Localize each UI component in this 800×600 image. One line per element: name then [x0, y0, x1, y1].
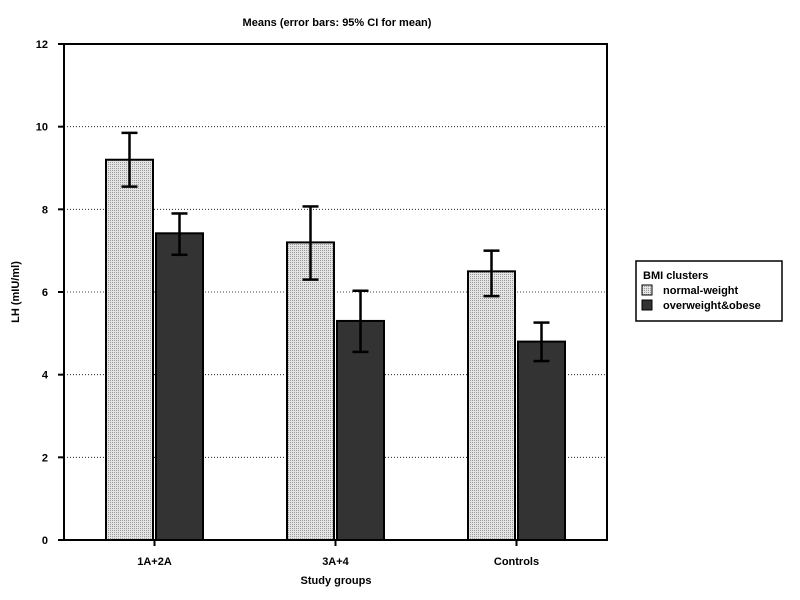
x-tick-label: 3A+4: [322, 556, 349, 568]
y-tick-label: 2: [42, 452, 48, 464]
bar-overweight-obese: [155, 232, 204, 541]
legend-title: BMI clusters: [643, 270, 708, 282]
x-tick-label: 1A+2A: [137, 556, 172, 568]
y-tick-label: 4: [42, 370, 49, 382]
legend-label-overweight-obese: overweight&obese: [663, 300, 761, 312]
chart-title: Means (error bars: 95% CI for mean): [243, 17, 432, 29]
legend: BMI clusters normal-weight overweight&ob…: [635, 260, 783, 322]
y-axis-title: LH (mIU/ml): [10, 261, 22, 323]
bar-overweight-obese: [517, 340, 566, 541]
legend-swatch-overweight-obese: [641, 299, 653, 311]
bars: [105, 158, 566, 541]
y-tick-label: 8: [42, 204, 48, 216]
y-axis-ticks: 0 2 4 6 8 10 12: [36, 39, 64, 547]
y-tick-label: 10: [36, 122, 48, 134]
legend-swatch-normal-weight: [641, 284, 653, 296]
bar-normal-weight: [105, 158, 154, 541]
y-tick-label: 0: [42, 535, 48, 547]
x-tick-label: Controls: [494, 556, 539, 568]
y-tick-label: 6: [42, 287, 48, 299]
legend-label-normal-weight: normal-weight: [663, 285, 739, 297]
y-tick-label: 12: [36, 39, 48, 51]
bar-normal-weight: [467, 270, 516, 541]
bar-normal-weight: [286, 241, 335, 541]
x-axis-ticks: 1A+2A 3A+4 Controls: [137, 540, 539, 568]
error-bars: [121, 131, 550, 363]
bar-overweight-obese: [336, 319, 385, 541]
x-axis-title: Study groups: [301, 575, 372, 587]
gridlines: [64, 126, 607, 458]
legend-box: [635, 260, 783, 322]
